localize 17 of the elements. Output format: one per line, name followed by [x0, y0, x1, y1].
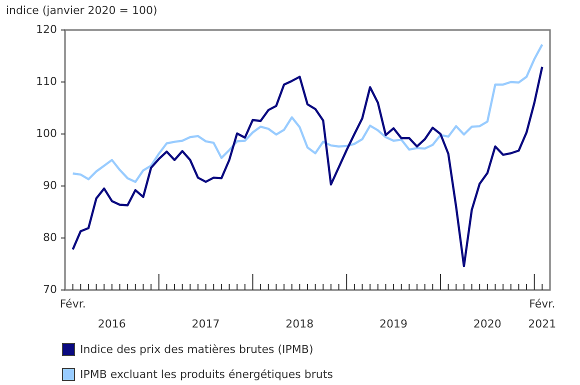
- y-tick-label: 120: [36, 22, 57, 36]
- x-tick-label: 2016: [98, 317, 126, 330]
- x-tick-label: 2018: [286, 317, 314, 330]
- legend-label: IPMB excluant les produits énergétiques bruts: [80, 368, 333, 381]
- x-tick-label: 2020: [473, 317, 502, 330]
- y-tick-label: 100: [36, 126, 57, 140]
- y-tick-label: 90: [43, 178, 57, 192]
- y-axis-title: indice (janvier 2020 = 100): [6, 4, 158, 17]
- text: Févr.: [60, 297, 86, 310]
- y-tick-label: 70: [43, 282, 57, 296]
- x-tick-label: 2021: [528, 317, 556, 330]
- text: Févr.: [529, 297, 556, 310]
- legend-label: Indice des prix des matières brutes (IPMB): [80, 343, 314, 356]
- y-tick-label: 110: [36, 74, 57, 88]
- x-tick-label: 2017: [192, 317, 220, 330]
- x-tick-label: 2019: [380, 317, 408, 330]
- y-tick-label: 80: [43, 230, 57, 244]
